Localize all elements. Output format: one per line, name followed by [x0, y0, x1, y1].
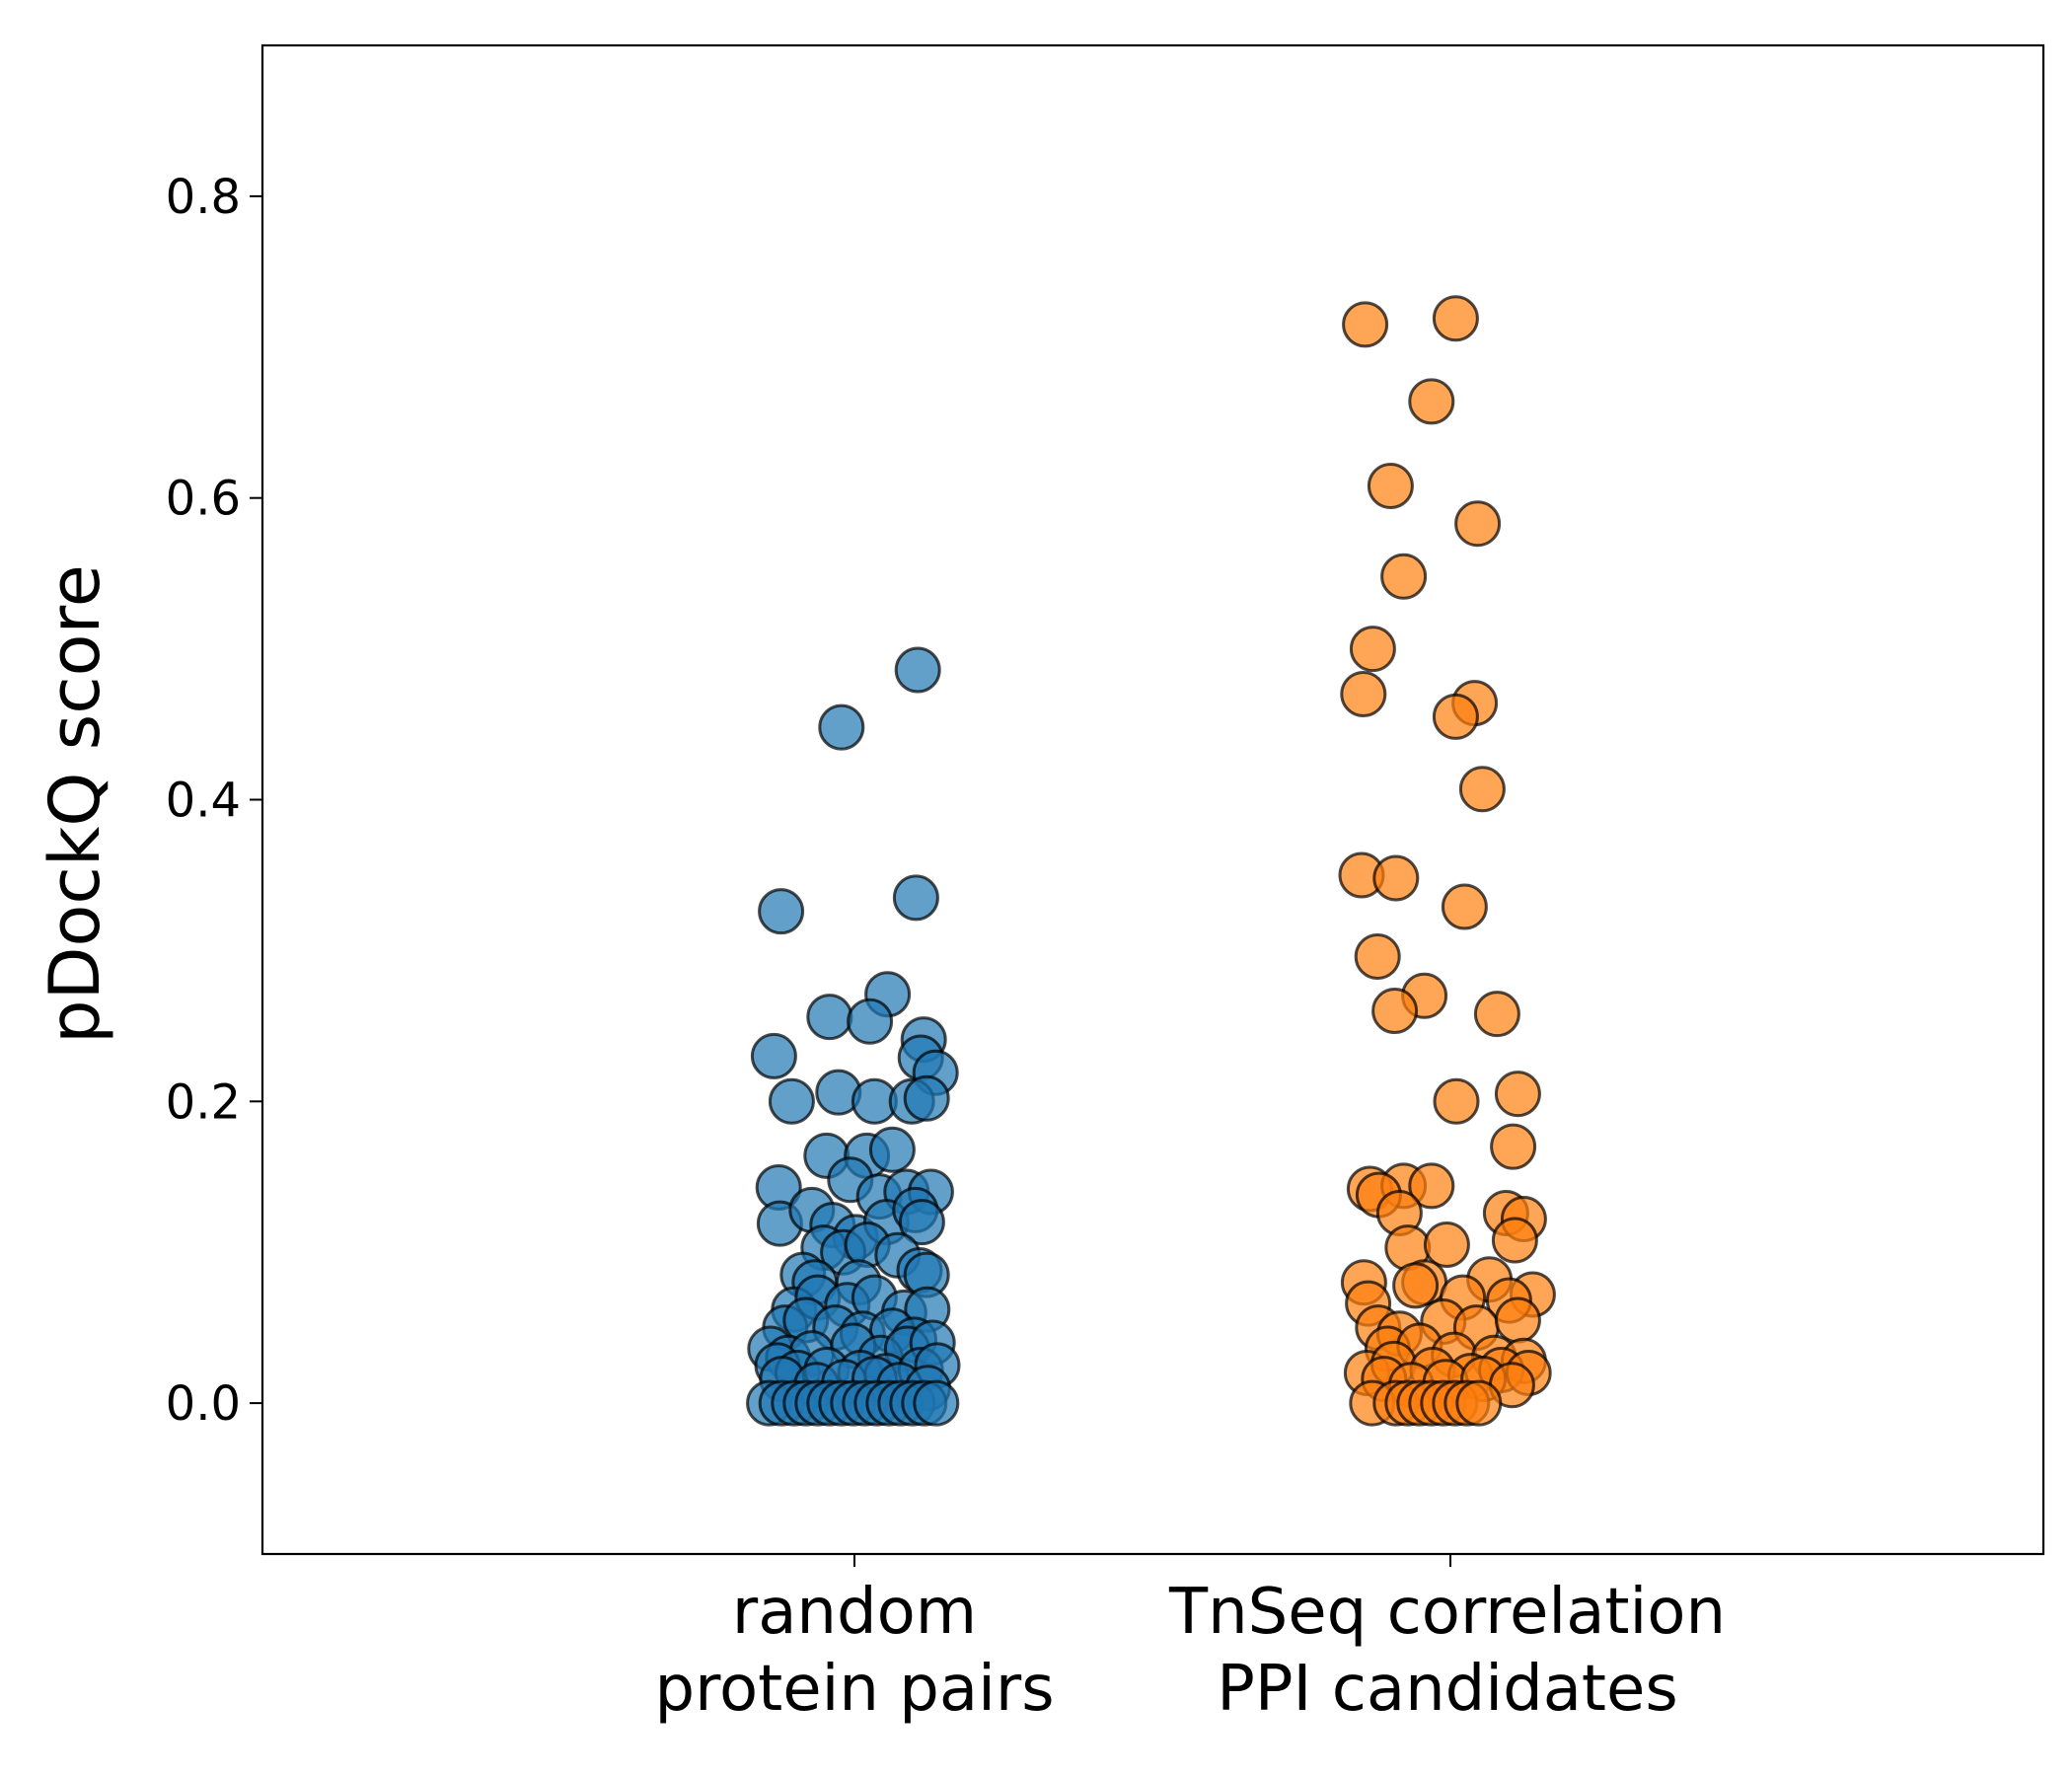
- x-tick-label-random-line1: random: [732, 1576, 977, 1649]
- data-point: [1408, 1162, 1455, 1210]
- data-point: [1371, 988, 1419, 1035]
- series-random-protein-pairs: [746, 646, 961, 1427]
- plot-points: [746, 295, 1556, 1427]
- data-point: [1392, 1262, 1440, 1309]
- data-point: [758, 888, 805, 935]
- data-point: [768, 1077, 815, 1125]
- data-point: [1423, 1221, 1470, 1269]
- data-point: [1491, 1217, 1538, 1264]
- data-point: [1432, 295, 1479, 342]
- data-point: [892, 874, 939, 922]
- data-point: [1342, 301, 1389, 348]
- data-point: [818, 703, 865, 751]
- y-axis: 0.0 0.2 0.4 0.6 0.8: [166, 170, 262, 1432]
- data-point: [806, 994, 853, 1041]
- y-tick-label: 0.6: [166, 472, 241, 527]
- data-point: [1380, 553, 1428, 600]
- x-tick-label-tnseq-line2: PPI candidates: [1217, 1653, 1677, 1726]
- data-point: [1490, 1123, 1537, 1170]
- data-point: [1433, 1077, 1480, 1125]
- x-tick-label-tnseq-line1: TnSeq correlation: [1168, 1576, 1726, 1649]
- data-point: [1458, 766, 1506, 813]
- data-point: [1340, 670, 1387, 717]
- data-point: [903, 1074, 950, 1122]
- data-point: [1432, 693, 1479, 740]
- data-point: [1455, 1379, 1503, 1427]
- y-tick-label: 0.2: [166, 1074, 241, 1130]
- data-point: [1367, 462, 1414, 509]
- data-point: [1354, 933, 1401, 981]
- data-point: [1494, 1071, 1541, 1118]
- data-point: [847, 998, 894, 1045]
- data-point: [1441, 883, 1488, 930]
- plot-frame: [260, 43, 2045, 1556]
- y-tick-label: 0.4: [166, 774, 241, 829]
- data-point: [1454, 500, 1502, 548]
- data-point: [898, 1199, 945, 1246]
- x-tick-label-random-line2: protein pairs: [654, 1653, 1054, 1726]
- data-point: [750, 1032, 797, 1079]
- y-axis-title: pDockQ score: [35, 564, 115, 1044]
- data-point: [1349, 626, 1396, 673]
- series-tnseq-ppi-candidates: [1338, 295, 1556, 1427]
- data-point: [868, 1126, 916, 1173]
- data-point: [1494, 1296, 1541, 1344]
- x-axis: random protein pairs TnSeq correlation P…: [654, 1554, 1726, 1726]
- data-point: [913, 1379, 960, 1427]
- y-tick-label: 0.8: [166, 170, 241, 225]
- data-point: [1473, 991, 1520, 1038]
- data-point: [1372, 854, 1420, 902]
- data-point: [1408, 378, 1455, 425]
- y-tick-label: 0.0: [166, 1376, 241, 1432]
- data-point: [894, 646, 941, 694]
